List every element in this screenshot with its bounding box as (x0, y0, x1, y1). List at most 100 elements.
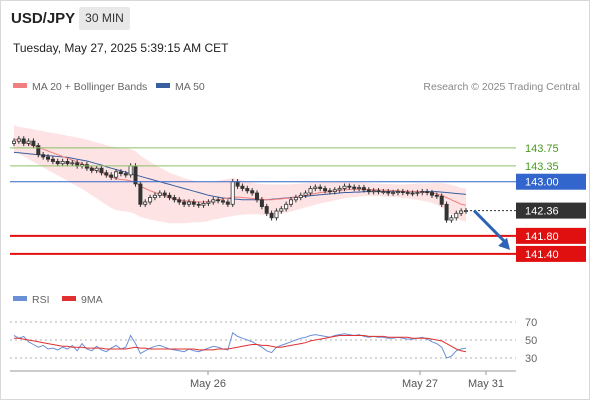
candle-body (191, 201, 196, 205)
candle (386, 188, 391, 196)
candle (288, 197, 293, 207)
timeframe-button[interactable]: 30 MIN (79, 7, 130, 30)
candle-body (381, 191, 386, 194)
candle-body (206, 201, 211, 204)
candle-body (347, 185, 352, 188)
candle (89, 165, 94, 174)
candle-body (235, 181, 240, 187)
level-resistance: 143.35 (10, 161, 559, 173)
candle-body (65, 160, 70, 165)
candle-body (138, 183, 143, 205)
candle (211, 197, 216, 205)
rsi-legend-label: RSI (32, 294, 50, 306)
candle (410, 190, 415, 197)
candle (444, 201, 449, 223)
candle-body (143, 201, 148, 205)
candle-body (264, 206, 269, 214)
candle (123, 170, 128, 178)
candle (21, 136, 26, 147)
candle-body (109, 174, 114, 178)
candle-body (303, 192, 308, 196)
candle-body (444, 203, 449, 221)
candle (157, 190, 162, 198)
candle-body (230, 181, 235, 205)
candle-body (454, 212, 459, 219)
ma50-legend-swatch (156, 83, 170, 88)
rsi-ma-line (14, 335, 467, 353)
candle (405, 189, 410, 196)
candle (99, 165, 104, 176)
candle (259, 197, 264, 210)
candle (284, 201, 289, 212)
timestamp: Tuesday, May 27, 2025 5:39:15 AM CET (13, 41, 229, 55)
forecast-arrow-shaft (472, 209, 508, 244)
candle (162, 190, 167, 198)
candle (337, 185, 342, 193)
candle-body (293, 197, 298, 201)
candle (31, 138, 36, 149)
candle-body (429, 192, 434, 196)
candle-body (323, 188, 328, 192)
candle-body (26, 140, 31, 144)
candle (70, 160, 75, 167)
candle (400, 188, 405, 196)
candle (318, 184, 323, 192)
ma20-legend-label: MA 20 + Bollinger Bands (32, 81, 147, 93)
current-price-label: 142.36 (525, 206, 559, 218)
candle (274, 208, 279, 221)
candle (240, 183, 245, 192)
candle (172, 194, 177, 203)
credit-text: Research © 2025 Trading Central (423, 81, 580, 93)
candle (342, 183, 347, 192)
candle-body (459, 210, 464, 214)
candle-body (240, 185, 245, 189)
candle-body (133, 165, 138, 185)
candle (186, 199, 191, 207)
candle (313, 184, 318, 192)
candle-body (449, 217, 454, 221)
candle-body (342, 185, 347, 189)
candle-body (425, 191, 430, 194)
candle-body (405, 192, 410, 194)
candle-body (41, 154, 46, 158)
candle-body (279, 208, 284, 212)
candle-body (337, 188, 342, 191)
candle (332, 187, 337, 195)
candle (177, 197, 182, 205)
candle (439, 193, 444, 207)
resistance-label: 143.35 (525, 161, 559, 173)
candle-body (250, 190, 255, 194)
candle (196, 201, 201, 208)
level-resistance: 143.75 (10, 143, 559, 155)
rsi-ma-legend-label: 9MA (81, 294, 103, 306)
candle-body (284, 203, 289, 210)
candle-body (254, 192, 259, 201)
candle (250, 188, 255, 196)
support-tag (516, 227, 586, 244)
candle (46, 154, 51, 162)
candle-body (99, 167, 104, 174)
ma50-legend-label: MA 50 (175, 81, 205, 93)
candle (395, 188, 400, 196)
candle-body (148, 197, 153, 203)
candle-body (94, 167, 99, 171)
candle (454, 210, 459, 221)
candle-body (269, 212, 274, 219)
candle-body (245, 188, 250, 192)
candle (94, 165, 99, 174)
candle (371, 188, 376, 195)
candle-body (391, 192, 396, 194)
candle (264, 203, 269, 217)
candle (376, 188, 381, 195)
candle (36, 142, 41, 158)
candle (434, 192, 439, 199)
candle (167, 192, 172, 201)
candle (114, 169, 119, 180)
candle (230, 179, 235, 207)
current-price-tag (516, 202, 586, 219)
candle-body (352, 186, 357, 189)
candle-body (463, 210, 468, 213)
candle (352, 184, 357, 192)
candle (429, 189, 434, 198)
candle-body (196, 203, 201, 206)
